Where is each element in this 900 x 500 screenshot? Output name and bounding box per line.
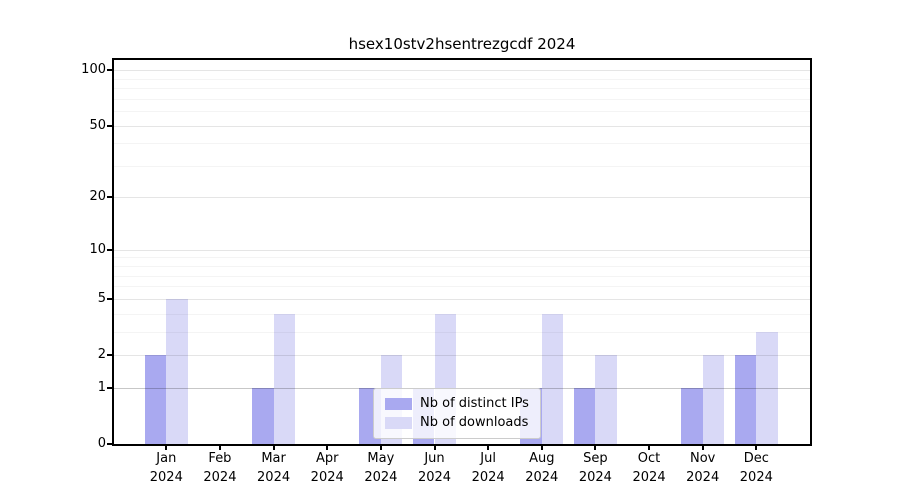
bar-jan-distinct-ips: [144, 355, 167, 444]
y-tick-label-50: 50: [89, 117, 106, 133]
y-tick-10: [107, 248, 112, 251]
x-tick-aug: [540, 446, 543, 450]
grid-layer: [114, 60, 810, 444]
x-tick-label-dec: Dec 2024: [739, 451, 773, 485]
x-tick-feb: [218, 446, 221, 450]
x-tick-label-jan: Jan 2024: [149, 451, 183, 485]
y-tick-label-5: 5: [97, 290, 106, 306]
bar-dec-downloads: [756, 331, 778, 444]
gridline-minor-4: [114, 313, 810, 315]
y-tick-label-2: 2: [97, 347, 106, 362]
x-tick-label-may: May 2024: [364, 451, 398, 485]
legend-item-distinct-ips: Nb of distinct IPs: [385, 394, 531, 413]
bar-sep-distinct-ips: [573, 387, 596, 444]
gridline-minor-7: [114, 275, 810, 277]
bar-mar-downloads: [273, 313, 296, 444]
x-tick-mar: [272, 446, 275, 450]
legend-swatch-downloads-icon: [385, 416, 412, 429]
gridline-major-50: [114, 125, 810, 127]
gridline-minor-90: [114, 78, 810, 80]
x-tick-dec: [755, 446, 758, 450]
bar-dec-distinct-ips: [734, 355, 757, 444]
x-tick-apr: [326, 446, 329, 450]
gridline-minor-8: [114, 266, 810, 268]
x-tick-label-feb: Feb 2024: [203, 451, 237, 485]
y-tick-label-100: 100: [81, 62, 106, 78]
y-tick-1: [107, 386, 112, 389]
gridline-major-10: [114, 249, 810, 251]
bar-sep-downloads: [595, 355, 617, 444]
y-tick-label-1: 1: [97, 379, 106, 395]
gridline-minor-40: [114, 143, 810, 145]
chart-title: hsex10stv2hsentrezgcdf 2024: [348, 35, 576, 53]
bar-nov-distinct-ips: [681, 387, 703, 444]
bar-nov-downloads: [702, 355, 725, 444]
x-tick-label-jul: Jul 2024: [471, 451, 505, 485]
x-tick-sep: [594, 446, 597, 450]
gridline-major-20: [114, 197, 810, 199]
bar-aug-downloads: [541, 313, 564, 444]
x-tick-label-jun: Jun 2024: [417, 451, 452, 485]
y-tick-100: [107, 69, 112, 72]
y-tick-label-10: 10: [89, 241, 106, 257]
gridline-minor-80: [114, 88, 810, 90]
gridline-minor-30: [114, 165, 810, 167]
legend-label-distinct-ips: Nb of distinct IPs: [420, 396, 529, 411]
x-tick-label-aug: Aug 2024: [525, 451, 559, 485]
plot-area: Nb of distinct IPs Nb of downloads: [107, 58, 812, 450]
gridline-minor-6: [114, 286, 810, 288]
gridline-minor-70: [114, 98, 810, 100]
gridline-minor-3: [114, 331, 810, 333]
x-tick-jan: [165, 446, 168, 450]
legend-swatch-distinct-ips-icon: [385, 397, 412, 410]
x-tick-label-apr: Apr 2024: [310, 451, 344, 485]
x-tick-label-oct: Oct 2024: [632, 451, 666, 485]
gridline-minor-60: [114, 111, 810, 113]
y-tick-label-0: 0: [97, 436, 106, 451]
y-tick-20: [107, 196, 112, 199]
x-tick-jul: [487, 446, 490, 450]
gridline-major-100: [114, 70, 810, 72]
y-tick-0: [107, 443, 112, 445]
legend-item-downloads: Nb of downloads: [385, 413, 531, 432]
y-tick-5: [107, 297, 112, 300]
gridline-minor-9: [114, 257, 810, 259]
y-tick-2: [107, 354, 112, 356]
legend-label-downloads: Nb of downloads: [420, 415, 529, 430]
legend: Nb of distinct IPs Nb of downloads: [373, 388, 541, 439]
gridline-major-5: [114, 298, 810, 300]
x-tick-nov: [701, 446, 704, 450]
bar-jan-downloads: [166, 298, 188, 444]
x-tick-label-mar: Mar 2024: [257, 451, 291, 485]
y-tick-label-20: 20: [89, 189, 106, 205]
x-tick-may: [379, 446, 382, 450]
ticks-layer: [107, 60, 810, 450]
x-tick-jun: [433, 446, 436, 450]
gridline-major-2: [114, 355, 810, 356]
bar-mar-distinct-ips: [251, 387, 274, 444]
y-tick-50: [107, 124, 112, 127]
x-tick-label-nov: Nov 2024: [686, 451, 720, 485]
x-tick-oct: [648, 446, 651, 450]
x-tick-label-sep: Sep 2024: [578, 451, 612, 485]
